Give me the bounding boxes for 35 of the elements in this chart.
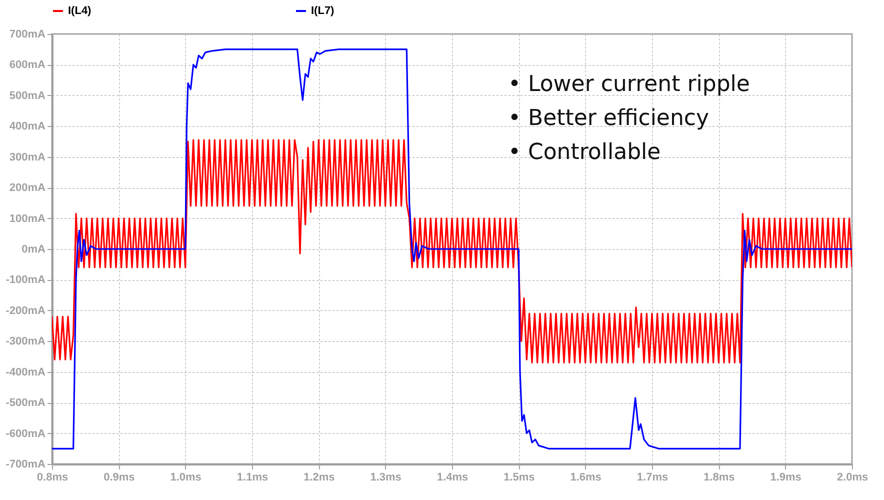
- x-tick-label: 2.0ms: [836, 472, 868, 484]
- y-tick-label: 200mA: [9, 182, 46, 194]
- x-tick-label: 1.0ms: [170, 472, 202, 484]
- y-tick-label: 500mA: [9, 90, 46, 102]
- y-tick-label: -100mA: [6, 274, 46, 286]
- y-tick-label: 100mA: [9, 212, 46, 225]
- y-tick-label: -600mA: [6, 428, 46, 440]
- annotation: • Controllable: [508, 140, 661, 165]
- x-tick-label: 0.9ms: [104, 472, 135, 484]
- line-series: [52, 139, 852, 364]
- annotation: • Better efficiency: [508, 106, 710, 131]
- line-series: [52, 48, 852, 450]
- x-tick-label: 1.3ms: [370, 472, 402, 484]
- x-tick-label: 1.7ms: [636, 472, 668, 484]
- y-tick-label: 300mA: [9, 151, 46, 164]
- y-tick-label: -300mA: [6, 336, 46, 348]
- legend-label: I(L4): [68, 5, 92, 17]
- x-tick-label: 0.8ms: [36, 472, 68, 484]
- annotation: • Lower current ripple: [508, 72, 750, 97]
- x-tick-label: 1.1ms: [236, 472, 268, 484]
- x-tick-label: 1.4ms: [436, 472, 468, 484]
- y-tick-label: -400mA: [6, 366, 46, 378]
- y-tick-label: 600mA: [9, 59, 46, 72]
- x-tick-label: 1.5ms: [504, 472, 535, 484]
- x-tick-label: 1.2ms: [304, 472, 335, 484]
- x-tick-label: 1.9ms: [770, 472, 802, 484]
- x-tick-label: 1.8ms: [704, 472, 735, 484]
- legend-label: I(L7): [311, 5, 335, 17]
- y-tick-label: 700mA: [9, 28, 46, 40]
- y-tick-label: -500mA: [6, 397, 46, 410]
- x-tick-label: 1.6ms: [570, 472, 602, 484]
- y-tick-label: -200mA: [6, 304, 46, 317]
- y-tick-label: 400mA: [9, 120, 46, 133]
- y-tick-label: -700mA: [6, 458, 46, 470]
- y-tick-label: 0mA: [22, 244, 46, 256]
